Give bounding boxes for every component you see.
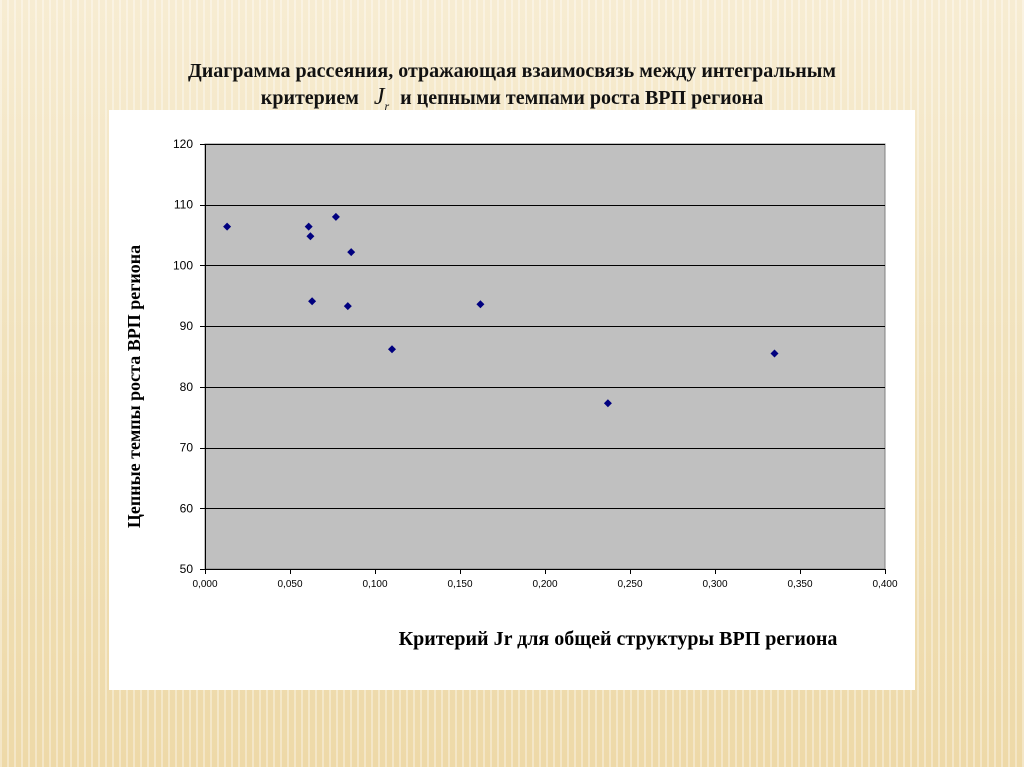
x-tick-label: 0,350: [787, 579, 812, 590]
y-tick-label: 90: [180, 319, 194, 333]
x-tick-label: 0,400: [872, 579, 897, 590]
jr-symbol: Jr: [373, 84, 390, 113]
scatter-point: [347, 248, 356, 257]
x-axis-title: Критерий Jr для общей структуры ВРП реги…: [399, 628, 838, 650]
scatter-point: [770, 349, 779, 358]
title-line-2-before: критерием: [260, 87, 359, 109]
scatter-point: [603, 399, 612, 408]
title-line-2-after: и цепными темпами роста ВРП региона: [400, 87, 764, 109]
axis-lines: [200, 144, 886, 574]
x-tick-labels: 0,000 0,050 0,100 0,150 0,200 0,250 0,300 0,350…: [192, 579, 897, 590]
y-tick-label: 110: [174, 198, 193, 212]
scatter-point: [223, 222, 232, 231]
y-tick-labels: 50 60 70 80 90 100 110 120: [173, 137, 193, 576]
y-tick-label: 70: [180, 441, 194, 455]
x-tick-label: 0,250: [617, 579, 642, 590]
x-tick-label: 0,300: [702, 579, 727, 590]
x-tick-label: 0,150: [447, 579, 472, 590]
scatter-point: [331, 212, 340, 221]
page-title: Диаграмма рассеяния, отражающая взаимосв…: [40, 58, 984, 119]
x-tick-label: 0,000: [192, 579, 217, 590]
y-tick-label: 120: [173, 137, 193, 151]
x-tick-label: 0,100: [362, 579, 387, 590]
y-tick-label: 100: [173, 258, 193, 272]
x-tick-label: 0,200: [532, 579, 557, 590]
scatter-point: [343, 302, 352, 311]
x-tick-label: 0,050: [277, 579, 302, 590]
grid-lines: [205, 144, 885, 509]
y-tick-label: 60: [180, 501, 194, 515]
y-tick-label: 80: [180, 380, 194, 394]
jr-subscript: r: [384, 98, 390, 113]
title-line-2: критерием Jr и цепными темпами роста ВРП…: [40, 84, 984, 119]
scatter-point: [476, 300, 485, 309]
y-axis-title: Цепные темпы роста ВРП региона: [124, 245, 144, 528]
y-tick-label: 50: [180, 562, 194, 576]
scatter-point: [306, 232, 315, 241]
scatter-point: [308, 297, 317, 306]
plot-area: [204, 143, 886, 570]
scatter-point: [388, 345, 396, 354]
scatter-point: [304, 222, 313, 231]
title-line-1: Диаграмма рассеяния, отражающая взаимосв…: [187, 60, 837, 82]
jr-letter: J: [373, 84, 385, 110]
data-points: [223, 212, 779, 408]
